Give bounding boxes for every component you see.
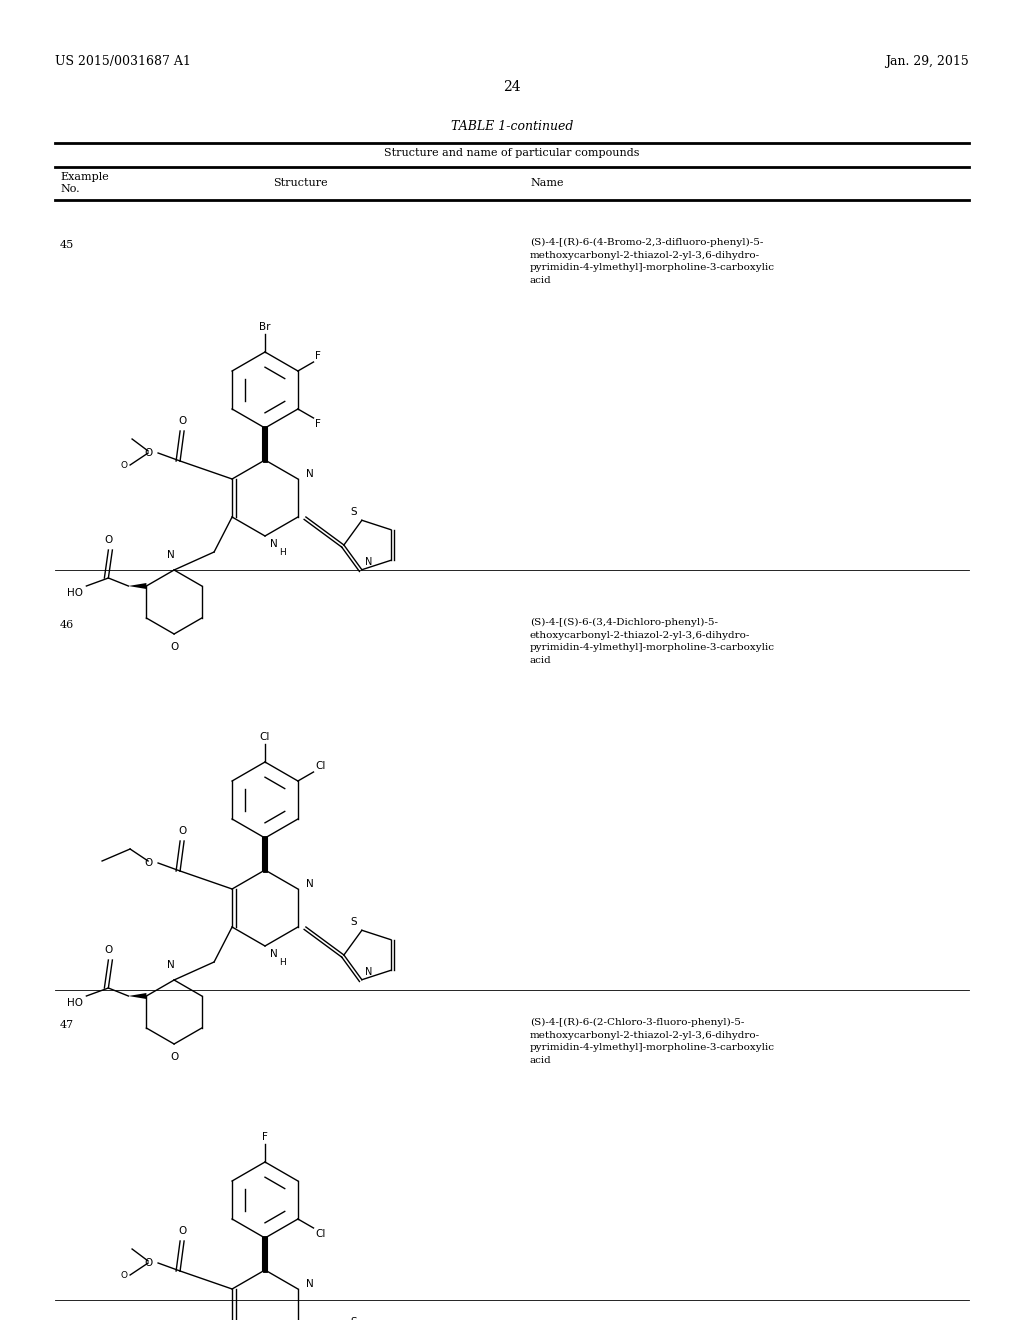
Text: H: H [279, 958, 286, 968]
Text: H: H [279, 548, 286, 557]
Text: N: N [306, 879, 313, 888]
Text: Cl: Cl [315, 1229, 326, 1239]
Text: O: O [144, 447, 154, 458]
Text: (S)-4-[(S)-6-(3,4-Dichloro-phenyl)-5-
ethoxycarbonyl-2-thiazol-2-yl-3,6-dihydro-: (S)-4-[(S)-6-(3,4-Dichloro-phenyl)-5- et… [530, 618, 775, 665]
Text: O: O [120, 1270, 127, 1279]
Text: Br: Br [259, 322, 270, 333]
Text: O: O [178, 416, 186, 426]
Text: O: O [104, 945, 113, 954]
Text: N: N [270, 949, 278, 960]
Text: HO: HO [68, 587, 83, 598]
Text: Structure: Structure [272, 178, 328, 187]
Text: (S)-4-[(R)-6-(4-Bromo-2,3-difluoro-phenyl)-5-
methoxycarbonyl-2-thiazol-2-yl-3,6: (S)-4-[(R)-6-(4-Bromo-2,3-difluoro-pheny… [530, 238, 775, 285]
Text: O: O [178, 1226, 186, 1236]
Text: F: F [262, 1133, 268, 1142]
Text: O: O [170, 1052, 178, 1063]
Text: (S)-4-[(R)-6-(2-Chloro-3-fluoro-phenyl)-5-
methoxycarbonyl-2-thiazol-2-yl-3,6-di: (S)-4-[(R)-6-(2-Chloro-3-fluoro-phenyl)-… [530, 1018, 775, 1065]
Text: Name: Name [530, 178, 563, 187]
Text: Jan. 29, 2015: Jan. 29, 2015 [886, 55, 969, 69]
Text: O: O [120, 461, 127, 470]
Text: No.: No. [60, 183, 80, 194]
Text: 24: 24 [503, 81, 521, 94]
Text: O: O [144, 1258, 154, 1269]
Polygon shape [128, 993, 146, 999]
Text: N: N [365, 557, 373, 566]
Text: O: O [178, 826, 186, 836]
Text: N: N [306, 469, 313, 479]
Text: S: S [350, 1317, 357, 1320]
Text: 45: 45 [60, 240, 75, 249]
Text: US 2015/0031687 A1: US 2015/0031687 A1 [55, 55, 190, 69]
Text: O: O [104, 535, 113, 545]
Text: S: S [350, 507, 357, 517]
Text: 47: 47 [60, 1020, 74, 1030]
Text: N: N [306, 1279, 313, 1290]
Text: 46: 46 [60, 620, 75, 630]
Text: N: N [270, 539, 278, 549]
Text: N: N [365, 966, 373, 977]
Text: O: O [144, 858, 154, 869]
Text: HO: HO [68, 998, 83, 1008]
Text: Cl: Cl [260, 733, 270, 742]
Text: F: F [315, 418, 322, 429]
Text: Structure and name of particular compounds: Structure and name of particular compoun… [384, 148, 640, 158]
Text: F: F [315, 351, 322, 360]
Text: O: O [170, 642, 178, 652]
Text: S: S [350, 917, 357, 927]
Text: Cl: Cl [315, 762, 326, 771]
Text: N: N [167, 550, 175, 560]
Text: Example: Example [60, 172, 109, 182]
Polygon shape [128, 583, 146, 589]
Text: TABLE 1-continued: TABLE 1-continued [451, 120, 573, 133]
Text: N: N [167, 960, 175, 970]
